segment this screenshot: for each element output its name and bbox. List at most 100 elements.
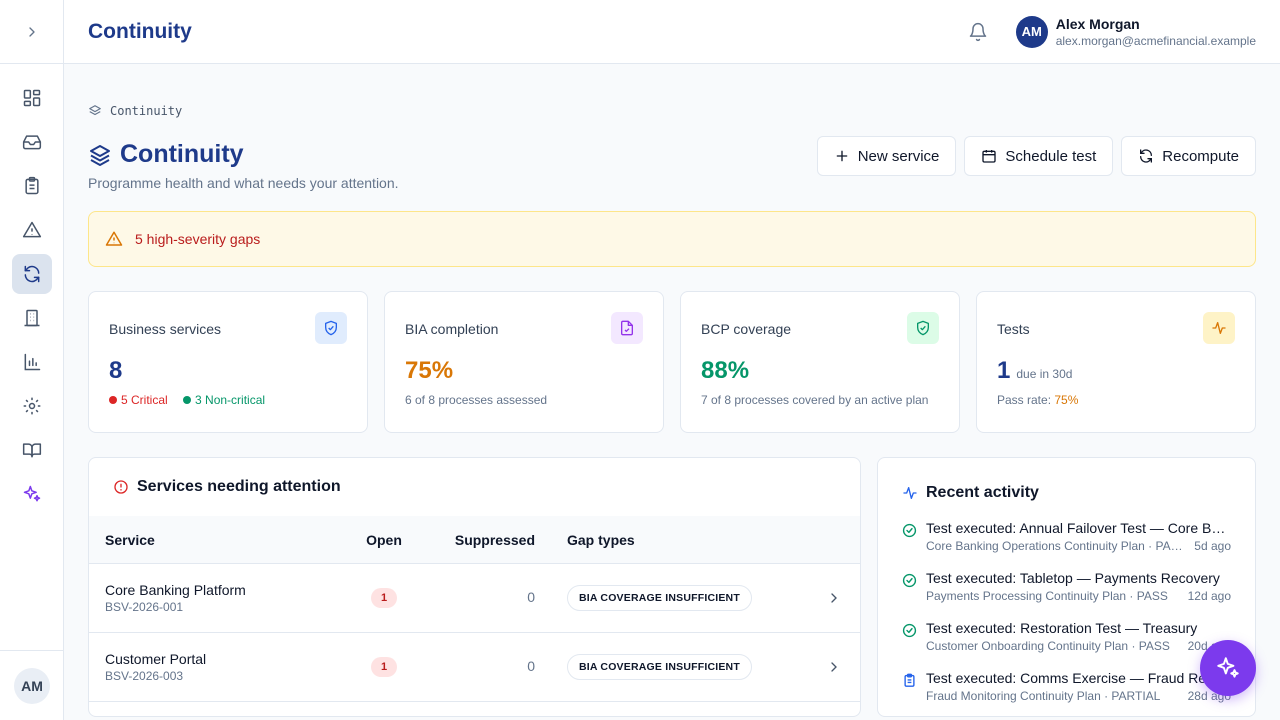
activity-meta: Core Banking Operations Continuity Plan … bbox=[926, 539, 1231, 553]
kpi-label: Business services bbox=[109, 321, 222, 337]
services-panel: Services needing attention Service Open … bbox=[88, 457, 861, 717]
pass-rate-value: 75% bbox=[1054, 393, 1079, 407]
table-row[interactable]: Customer Portal BSV-2026-003 1 0 BIA COV… bbox=[89, 633, 860, 702]
severity-alert[interactable]: 5 high-severity gaps bbox=[88, 211, 1256, 267]
activity-plan: Payments Processing Continuity Plan · PA… bbox=[926, 589, 1168, 603]
sparkles-icon bbox=[23, 485, 40, 502]
kpi-cards: Business services 8 5 Critical 3 Non-cri… bbox=[88, 291, 1256, 433]
new-service-button[interactable]: New service bbox=[816, 136, 957, 176]
alert-triangle-icon bbox=[22, 221, 41, 238]
clipboard-icon bbox=[904, 673, 915, 687]
new-service-label: New service bbox=[857, 147, 940, 165]
kpi-sub: 7 of 8 processes covered by an active pl… bbox=[701, 393, 929, 407]
kpi-icon bbox=[315, 312, 347, 344]
gap-cell: BIA COVERAGE INSUFFICIENT bbox=[535, 654, 815, 680]
col-open[interactable]: Open bbox=[366, 531, 402, 548]
chevron-right-icon bbox=[831, 662, 837, 672]
recompute-button[interactable]: Recompute bbox=[1121, 136, 1256, 176]
activity-item[interactable]: Test executed: Comms Exercise — Fraud Re… bbox=[902, 670, 1231, 716]
kpi-value: 88% bbox=[701, 357, 750, 384]
pass-rate-label: Pass rate: bbox=[997, 393, 1052, 407]
kpi-breakdown: 5 Critical 3 Non-critical bbox=[109, 393, 347, 407]
main-content: Continuity Continuity Programme health a… bbox=[88, 64, 1256, 717]
activity-panel-header: Recent activity bbox=[878, 458, 1255, 528]
activity-icon-wrap bbox=[902, 620, 918, 670]
inbox-icon bbox=[22, 135, 41, 150]
kpi-sub: 6 of 8 processes assessed bbox=[405, 393, 548, 407]
alert-text: 5 high-severity gaps bbox=[135, 231, 261, 247]
suppressed-cell: 0 bbox=[429, 589, 535, 607]
activity-time: 5d ago bbox=[1194, 539, 1231, 553]
breadcrumb-item[interactable]: Continuity bbox=[110, 104, 183, 118]
sidebar-item-continuity[interactable] bbox=[11, 254, 52, 294]
kpi-label: BCP coverage bbox=[701, 321, 792, 337]
schedule-test-label: Schedule test bbox=[1005, 147, 1097, 165]
open-cell: 1 bbox=[339, 588, 429, 608]
breadcrumb: Continuity bbox=[88, 104, 1256, 118]
kpi-tests[interactable]: Tests 1 due in 30d Pass rate: 75% bbox=[976, 291, 1256, 433]
check-circle-icon bbox=[902, 523, 917, 538]
row-open-button[interactable] bbox=[826, 659, 860, 675]
sidebar-item-vendors[interactable] bbox=[12, 298, 52, 338]
suppressed-value: 0 bbox=[527, 589, 535, 605]
kpi-label: Tests bbox=[997, 321, 1030, 337]
sidebar-item-reports[interactable] bbox=[12, 342, 52, 382]
sidebar-item-docs[interactable] bbox=[12, 430, 52, 470]
col-gap-types[interactable]: Gap types bbox=[567, 531, 635, 548]
services-panel-header: Services needing attention bbox=[89, 458, 860, 516]
sidebar-avatar[interactable]: AM bbox=[14, 667, 50, 704]
clipboard-icon bbox=[24, 176, 39, 195]
plus-icon bbox=[836, 150, 848, 162]
gap-cell: BIA COVERAGE INSUFFICIENT bbox=[535, 585, 815, 611]
service-cell: Customer Portal BSV-2026-003 bbox=[89, 651, 339, 683]
activity-body: Test executed: Comms Exercise — Fraud Re… bbox=[926, 670, 1231, 716]
bar-chart-icon bbox=[24, 353, 40, 371]
activity-item[interactable]: Test executed: Restoration Test — Treasu… bbox=[902, 620, 1231, 670]
recompute-label: Recompute bbox=[1162, 147, 1239, 165]
col-service[interactable]: Service bbox=[105, 531, 155, 548]
notifications-button[interactable] bbox=[968, 22, 988, 42]
schedule-test-button[interactable]: Schedule test bbox=[964, 136, 1114, 176]
activity-panel: Recent activity Test executed: Annual Fa… bbox=[877, 457, 1256, 717]
assistant-fab[interactable] bbox=[1200, 640, 1256, 696]
activity-title: Test executed: Annual Failover Test — Co… bbox=[926, 520, 1231, 536]
col-suppressed[interactable]: Suppressed bbox=[454, 531, 535, 548]
sparkles-icon bbox=[1217, 657, 1239, 678]
row-open-button[interactable] bbox=[826, 590, 860, 606]
activity-icon-wrap bbox=[902, 670, 918, 716]
bottom-panels: Services needing attention Service Open … bbox=[88, 457, 1256, 717]
alert-circle-icon bbox=[114, 480, 128, 494]
layers-icon bbox=[90, 144, 110, 166]
activity-item[interactable]: Test executed: Tabletop — Payments Recov… bbox=[902, 570, 1231, 620]
sidebar: AM bbox=[0, 0, 64, 720]
user-info[interactable]: Alex Morgan alex.morgan@acmefinancial.ex… bbox=[1056, 16, 1256, 48]
user-avatar[interactable]: AM bbox=[1015, 15, 1048, 48]
activity-meta: Customer Onboarding Continuity Plan · PA… bbox=[926, 639, 1231, 653]
kpi-bia-completion[interactable]: BIA completion 75% 6 of 8 processes asse… bbox=[384, 291, 664, 433]
page-title-text: Continuity bbox=[120, 140, 244, 168]
activity-icon bbox=[1212, 322, 1226, 334]
sidebar-item-risks[interactable] bbox=[12, 210, 52, 250]
chevron-right-icon bbox=[831, 593, 837, 603]
activity-item[interactable]: Test executed: Annual Failover Test — Co… bbox=[902, 520, 1231, 570]
sidebar-item-assistant[interactable] bbox=[12, 474, 52, 514]
kpi-business-services[interactable]: Business services 8 5 Critical 3 Non-cri… bbox=[88, 291, 368, 433]
noncritical-dot bbox=[183, 396, 192, 404]
sidebar-item-inbox[interactable] bbox=[12, 122, 52, 162]
table-row[interactable]: Core Banking Platform BSV-2026-001 1 0 B… bbox=[89, 564, 860, 633]
table-header: Service Open Suppressed Gap types bbox=[89, 516, 860, 564]
tests-value-row: 1 due in 30d bbox=[997, 357, 1235, 385]
sidebar-item-dashboard[interactable] bbox=[12, 78, 52, 118]
kpi-value: 75% bbox=[405, 357, 454, 384]
critical-count: 5 Critical bbox=[121, 393, 168, 407]
sidebar-item-settings[interactable] bbox=[12, 386, 52, 426]
kpi-bcp-coverage[interactable]: BCP coverage 88% 7 of 8 processes covere… bbox=[680, 291, 960, 433]
sidebar-item-assessments[interactable] bbox=[12, 166, 52, 206]
activity-panel-title: Recent activity bbox=[926, 484, 1039, 501]
noncritical-count: 3 Non-critical bbox=[195, 393, 266, 407]
layers-icon bbox=[89, 105, 101, 116]
sidebar-toggle[interactable] bbox=[0, 0, 63, 64]
chevron-right-icon bbox=[28, 26, 35, 37]
tests-due: due in 30d bbox=[1016, 367, 1073, 381]
building-icon bbox=[24, 309, 39, 327]
